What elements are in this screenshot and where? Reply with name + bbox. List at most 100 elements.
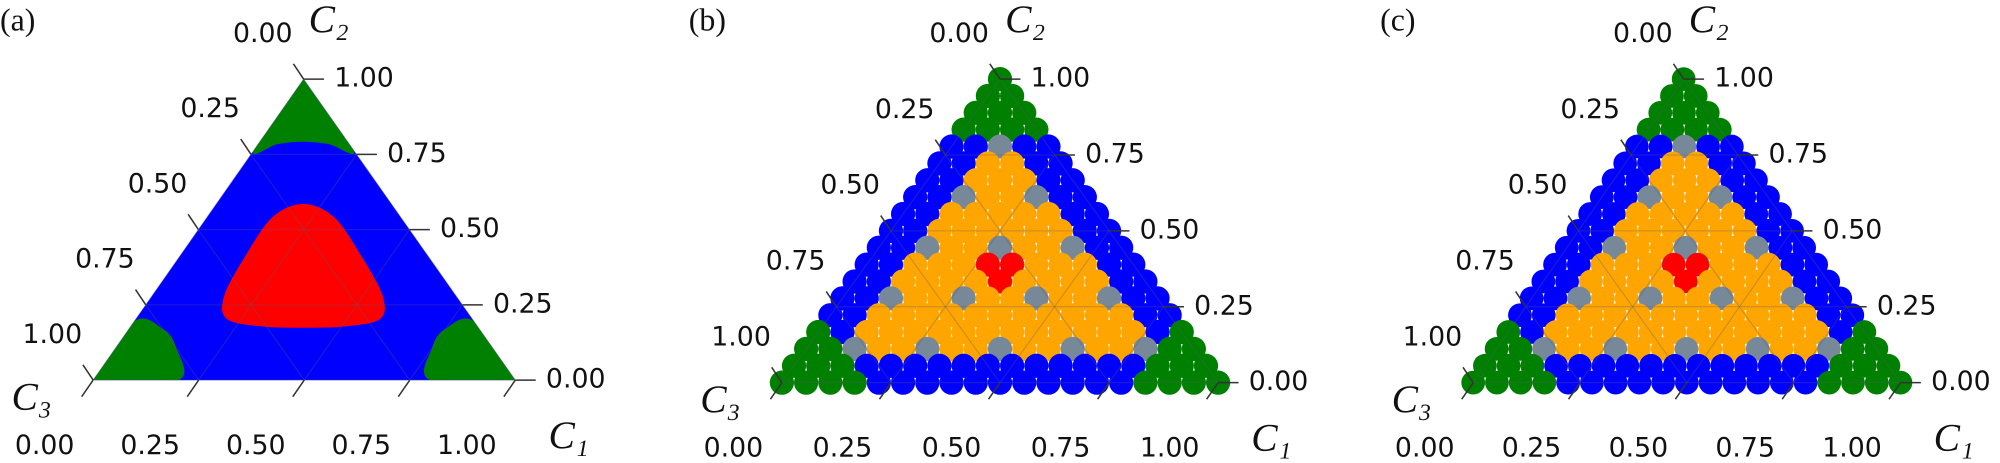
dot bbox=[1626, 303, 1651, 328]
c1-tick-label: 0.00 bbox=[15, 430, 75, 461]
dot bbox=[1685, 286, 1710, 311]
dot bbox=[939, 201, 964, 227]
dot bbox=[830, 286, 855, 311]
dot bbox=[939, 168, 964, 193]
dot bbox=[975, 185, 1000, 210]
dot bbox=[963, 168, 988, 193]
dot bbox=[1733, 252, 1757, 277]
dot bbox=[1769, 337, 1794, 361]
axis-label-c1: C₁ bbox=[548, 413, 588, 457]
dot bbox=[1672, 100, 1696, 125]
dot bbox=[987, 100, 1013, 125]
dot bbox=[1000, 286, 1025, 311]
dot bbox=[939, 303, 964, 328]
c1-tick-label: 0.75 bbox=[331, 430, 391, 461]
dot bbox=[1698, 370, 1723, 395]
dot bbox=[842, 269, 867, 294]
dot bbox=[1660, 151, 1685, 176]
dot bbox=[1672, 134, 1697, 159]
dot bbox=[1508, 303, 1532, 328]
dot bbox=[1626, 235, 1650, 260]
dot bbox=[915, 235, 940, 260]
dot bbox=[1876, 353, 1901, 378]
dot bbox=[878, 286, 904, 311]
dot bbox=[1036, 134, 1061, 159]
tick-mark bbox=[934, 139, 947, 156]
dot bbox=[1157, 303, 1182, 328]
grid-line bbox=[890, 230, 1001, 383]
tick-mark bbox=[397, 379, 411, 398]
dot bbox=[890, 235, 916, 260]
dot bbox=[1840, 337, 1865, 361]
dot bbox=[951, 151, 976, 176]
grid-line bbox=[1686, 230, 1793, 383]
dot bbox=[1060, 168, 1085, 193]
dot bbox=[1084, 303, 1110, 328]
dot bbox=[1157, 336, 1182, 362]
dot bbox=[951, 252, 976, 277]
dot bbox=[1589, 185, 1614, 210]
dot bbox=[1145, 286, 1170, 311]
dot bbox=[915, 269, 940, 294]
c2-tick-label: 0.25 bbox=[1877, 290, 1937, 321]
dot bbox=[927, 319, 952, 345]
dot bbox=[1650, 337, 1675, 361]
dot bbox=[987, 134, 1013, 159]
c2-tick-label: 0.50 bbox=[1823, 214, 1883, 245]
c1-tick-label: 1.00 bbox=[437, 430, 497, 461]
dot bbox=[1649, 235, 1674, 260]
dot bbox=[890, 201, 916, 227]
dot bbox=[1780, 286, 1805, 311]
dot bbox=[1722, 370, 1747, 395]
dot bbox=[1673, 235, 1698, 260]
dot bbox=[1072, 252, 1097, 277]
dot bbox=[1732, 218, 1757, 243]
dot bbox=[939, 134, 964, 159]
c3-tick-label: 0.75 bbox=[75, 244, 135, 275]
dot bbox=[1817, 337, 1841, 361]
axis-label-c3: C₃ bbox=[700, 377, 740, 421]
grid-line bbox=[999, 230, 1110, 383]
dot bbox=[866, 370, 891, 395]
dot bbox=[1708, 218, 1733, 243]
tick-mark bbox=[1781, 382, 1795, 400]
dot bbox=[1072, 185, 1097, 210]
dot bbox=[1719, 134, 1744, 159]
dot bbox=[903, 185, 928, 210]
dot bbox=[963, 336, 988, 362]
dot bbox=[927, 252, 952, 277]
dot bbox=[1567, 320, 1592, 344]
dot bbox=[1580, 370, 1604, 395]
dot bbox=[1036, 336, 1061, 362]
dot bbox=[1133, 269, 1158, 294]
dot bbox=[1792, 303, 1817, 328]
dot bbox=[1673, 269, 1698, 294]
dot bbox=[1672, 168, 1697, 193]
grid-line bbox=[409, 304, 463, 381]
c2-tick-label: 1.00 bbox=[334, 63, 394, 94]
dot bbox=[866, 269, 891, 294]
dot bbox=[1638, 286, 1663, 311]
dot bbox=[1673, 202, 1697, 226]
tick-mark bbox=[82, 364, 94, 381]
dot bbox=[1036, 370, 1061, 395]
dot bbox=[1660, 84, 1684, 108]
dot bbox=[987, 303, 1013, 328]
dot bbox=[1544, 353, 1568, 378]
dot bbox=[1578, 235, 1603, 260]
dot bbox=[1745, 303, 1770, 328]
dot bbox=[1721, 269, 1746, 294]
dot bbox=[1732, 151, 1756, 176]
dot bbox=[1508, 370, 1533, 395]
dot bbox=[1567, 286, 1592, 311]
dot bbox=[1756, 218, 1781, 243]
dot bbox=[1169, 353, 1194, 378]
dot bbox=[794, 370, 819, 395]
grid-line bbox=[1525, 306, 1581, 383]
dot bbox=[1721, 235, 1745, 260]
grid-line bbox=[945, 154, 1110, 383]
dot bbox=[1805, 320, 1829, 344]
dot bbox=[1696, 168, 1721, 193]
dot bbox=[1036, 201, 1061, 227]
